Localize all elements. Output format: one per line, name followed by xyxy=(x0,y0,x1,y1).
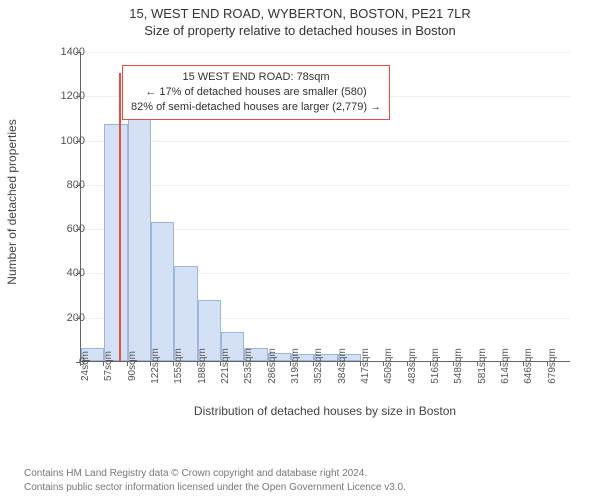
gridline xyxy=(81,141,570,142)
xtick-mark xyxy=(173,362,174,366)
xtick-label: 450sqm xyxy=(383,348,394,384)
xtick-mark xyxy=(430,362,431,366)
xtick-mark xyxy=(267,362,268,366)
chart-container: Number of detached properties Distributi… xyxy=(20,42,580,422)
x-axis-label: Distribution of detached houses by size … xyxy=(80,404,570,418)
xtick-label: 384sqm xyxy=(337,348,348,384)
ytick-mark xyxy=(76,273,80,274)
gridline xyxy=(81,185,570,186)
xtick-mark xyxy=(477,362,478,366)
xtick-mark xyxy=(290,362,291,366)
xtick-label: 57sqm xyxy=(103,351,114,381)
title-line1: 15, WEST END ROAD, WYBERTON, BOSTON, PE2… xyxy=(0,6,600,21)
xtick-label: 352sqm xyxy=(313,348,324,384)
xtick-label: 221sqm xyxy=(220,348,231,384)
xtick-mark xyxy=(197,362,198,366)
histogram-bar xyxy=(151,222,174,362)
histogram-bar xyxy=(174,266,197,361)
ytick-mark xyxy=(76,229,80,230)
xtick-mark xyxy=(337,362,338,366)
property-marker-line xyxy=(119,73,121,361)
y-axis-label: Number of detached properties xyxy=(5,119,19,284)
chart-title-block: 15, WEST END ROAD, WYBERTON, BOSTON, PE2… xyxy=(0,0,600,38)
xtick-label: 646sqm xyxy=(523,348,534,384)
annotation-box: 15 WEST END ROAD: 78sqm← 17% of detached… xyxy=(122,65,390,120)
footer-line1: Contains HM Land Registry data © Crown c… xyxy=(24,467,406,481)
xtick-label: 155sqm xyxy=(173,348,184,384)
xtick-label: 188sqm xyxy=(197,348,208,384)
xtick-mark xyxy=(220,362,221,366)
ytick-mark xyxy=(76,141,80,142)
xtick-mark xyxy=(523,362,524,366)
xtick-mark xyxy=(547,362,548,366)
xtick-label: 286sqm xyxy=(267,348,278,384)
ytick-mark xyxy=(76,318,80,319)
footer-line2: Contains public sector information licen… xyxy=(24,481,406,495)
xtick-mark xyxy=(243,362,244,366)
histogram-bar xyxy=(128,104,151,361)
ytick-mark xyxy=(76,52,80,53)
histogram-bar xyxy=(104,124,127,361)
xtick-label: 24sqm xyxy=(80,351,91,381)
xtick-mark xyxy=(383,362,384,366)
xtick-label: 483sqm xyxy=(407,348,418,384)
footer-attribution: Contains HM Land Registry data © Crown c… xyxy=(24,467,406,494)
xtick-mark xyxy=(103,362,104,366)
xtick-mark xyxy=(453,362,454,366)
xtick-label: 581sqm xyxy=(477,348,488,384)
xtick-mark xyxy=(407,362,408,366)
xtick-label: 122sqm xyxy=(150,348,161,384)
xtick-mark xyxy=(80,362,81,366)
annotation-line: 82% of semi-detached houses are larger (… xyxy=(131,100,381,115)
ytick-mark xyxy=(76,96,80,97)
gridline xyxy=(81,52,570,53)
annotation-line: ← 17% of detached houses are smaller (58… xyxy=(131,85,381,100)
xtick-label: 516sqm xyxy=(430,348,441,384)
xtick-label: 90sqm xyxy=(127,351,138,381)
xtick-mark xyxy=(500,362,501,366)
ytick-mark xyxy=(76,185,80,186)
xtick-label: 253sqm xyxy=(243,348,254,384)
xtick-label: 614sqm xyxy=(500,348,511,384)
xtick-mark xyxy=(127,362,128,366)
xtick-label: 679sqm xyxy=(547,348,558,384)
xtick-mark xyxy=(313,362,314,366)
xtick-mark xyxy=(360,362,361,366)
xtick-mark xyxy=(150,362,151,366)
xtick-label: 417sqm xyxy=(360,348,371,384)
xtick-label: 319sqm xyxy=(290,348,301,384)
annotation-line: 15 WEST END ROAD: 78sqm xyxy=(131,70,381,85)
xtick-label: 548sqm xyxy=(453,348,464,384)
title-line2: Size of property relative to detached ho… xyxy=(0,23,600,38)
